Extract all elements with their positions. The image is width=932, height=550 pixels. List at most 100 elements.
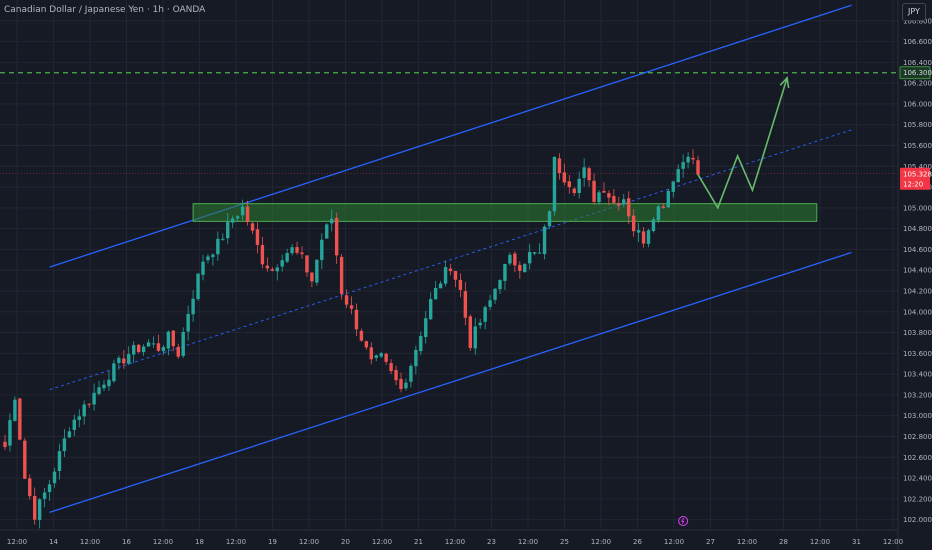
candle-body [216,238,220,255]
time-tick-label: 12:00 [518,538,538,546]
candle-body [463,291,468,318]
projection-path[interactable] [697,76,790,210]
candle-body [691,157,695,160]
time-axis[interactable]: 12:00 14 12:00 16 12:00 18 12:00 19 12:00 20 12:00… [0,516,903,547]
price-tick-label: 102.600 [903,454,932,462]
candle-body [478,322,482,326]
candle-body [646,230,651,244]
candle-body [349,305,354,309]
candle-body [117,357,121,363]
candle-body [67,431,72,438]
price-tick-label: 102.800 [903,433,932,441]
candle-body [458,279,463,290]
event-marker-icon [678,516,689,526]
time-tick-label: 12:00 [445,538,465,546]
time-tick-label: 12:00 [664,538,684,546]
time-tick-label: 12:00 [80,538,100,546]
time-tick-label: 12:00 [737,538,757,546]
candle-body [82,404,86,417]
candle-body [339,256,344,294]
price-tick-label: 104.600 [903,246,932,254]
candle-body [537,252,542,254]
candle-body [354,309,359,330]
candle-body [231,218,235,223]
candle-body [334,218,339,256]
candle-body [438,283,443,289]
time-tick-label: 16 [122,538,131,546]
price-axis[interactable]: 106.800 106.600 106.400 106.200 106.000 105.8… [897,0,932,550]
candle-body [87,403,91,405]
candle-body [542,226,547,255]
candle-body [37,499,42,520]
candle-body [33,496,37,520]
candle-body [661,206,666,208]
candle-body [107,379,111,387]
candle-body [409,365,413,382]
candle-body [483,307,487,322]
candle-body [547,211,552,227]
candle-body [305,255,309,273]
time-tick-label: 14 [49,538,58,546]
candle-body [206,256,210,261]
candle-body [389,363,393,372]
candle-body [394,370,398,381]
candle-body [419,336,423,352]
time-tick-label: 12:00 [7,538,27,546]
candle-body [245,206,250,223]
candle-body [607,193,611,198]
candle-body [404,382,408,389]
candle-body [532,252,537,254]
candle-body [582,167,586,178]
candle-body [166,331,171,349]
candle-body [127,354,131,364]
price-tick-label: 102.200 [903,495,932,503]
candle-body [429,299,433,320]
candle-body [325,224,329,239]
candle-body [132,345,136,355]
candle-body [473,326,477,349]
candle-body [156,343,161,351]
candle-body [161,347,166,352]
price-tick-label: 106.600 [903,38,932,46]
candle-body [587,168,591,181]
candle-body [503,263,507,281]
candle-body [77,416,81,420]
candle-body [344,295,349,305]
candle-body [260,245,265,265]
candle-body [255,229,260,245]
candle-body [681,162,685,169]
candle-body [602,191,606,193]
candle-body [102,384,106,389]
support-zone[interactable] [192,203,818,222]
price-tick-label: 103.600 [903,350,932,358]
price-tick-label: 106.800 [903,17,932,25]
time-tick-label: 12:00 [226,538,246,546]
current-price-label: 105.328 [903,170,932,178]
time-tick-label: 28 [779,538,788,546]
candle-body [23,440,27,479]
candle-body [310,272,314,282]
candle-body [196,273,200,300]
candle-body [201,261,205,275]
candle-body [122,358,126,364]
candle-body [379,353,383,357]
price-tick-label: 103.200 [903,391,932,399]
candle-body [52,471,57,484]
candle-body [627,198,631,217]
time-tick-label: 25 [560,538,569,546]
price-tick-label: 106.400 [903,59,932,67]
candle-body [696,160,700,175]
candle-body [399,378,403,390]
candle-body [146,342,151,347]
projection-polyline [697,77,788,210]
candle-body [275,267,279,272]
price-tick-label: 104.000 [903,308,932,316]
candle-body [414,349,418,367]
currency-button[interactable]: JPY [902,3,926,21]
candle-body [57,451,62,472]
target-price-label: 106.300 [903,69,932,77]
countdown-label: 12:20 [903,180,923,188]
